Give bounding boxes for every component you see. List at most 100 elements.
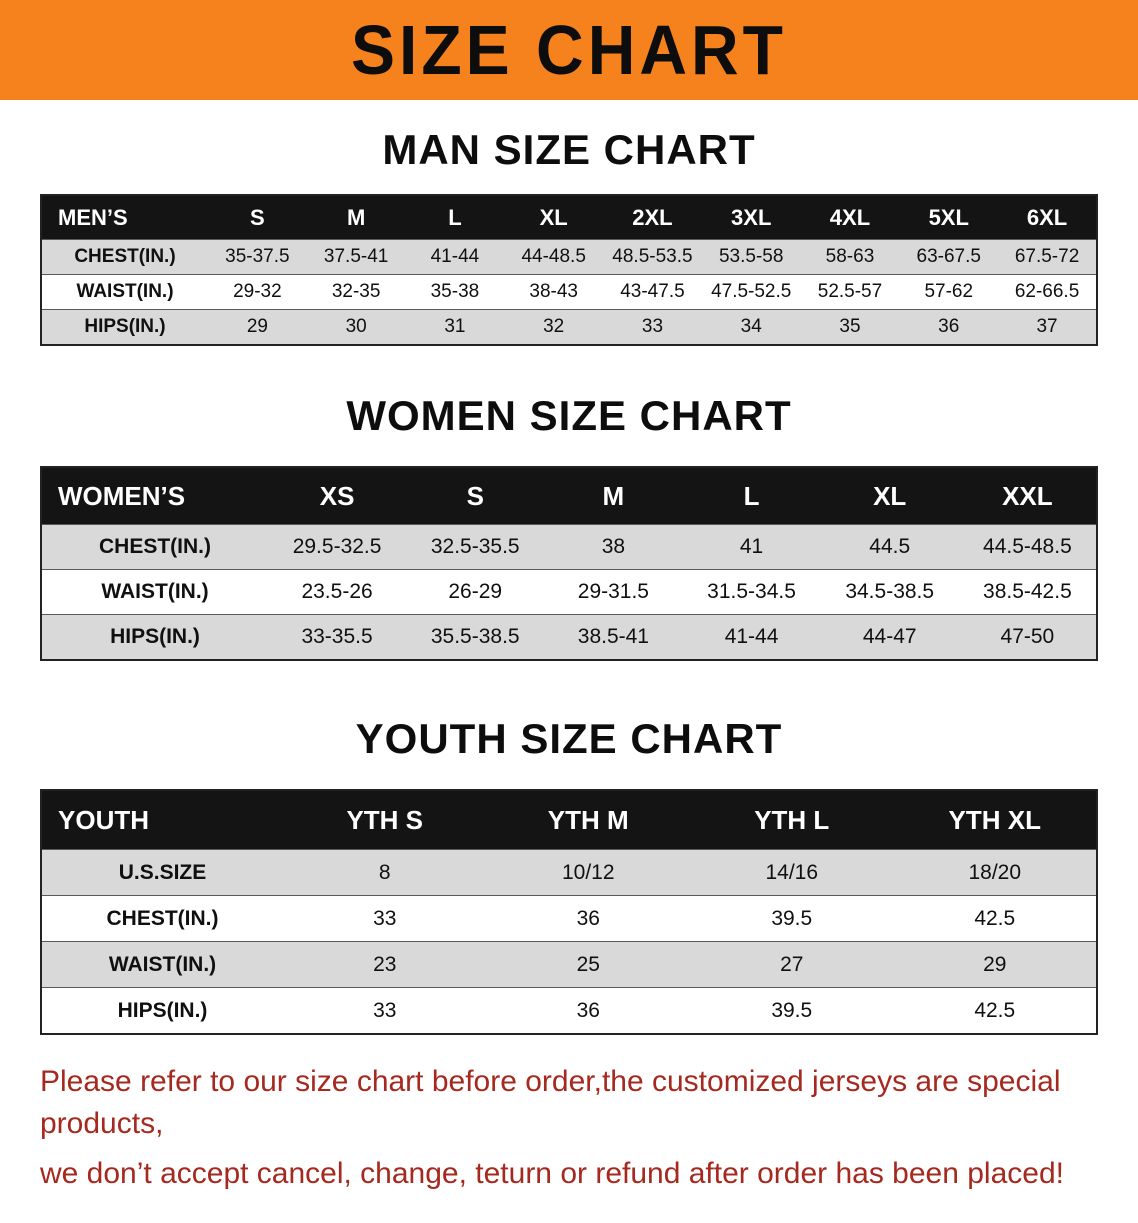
table-title-cell: MEN’S bbox=[41, 195, 208, 240]
size-header-cell: YTH XL bbox=[893, 790, 1097, 850]
table-row: HIPS(IN.) 33-35.5 35.5-38.5 38.5-41 41-44 44-… bbox=[41, 614, 1097, 660]
size-header-cell: S bbox=[208, 195, 307, 240]
row-label-cell: CHEST(IN.) bbox=[41, 524, 268, 570]
value-cell: 32 bbox=[504, 309, 604, 345]
size-header-cell: YTH S bbox=[283, 790, 487, 850]
value-cell: 29.5-32.5 bbox=[268, 524, 407, 570]
header-row: MEN’S S M L XL 2XL 3XL 4XL 5XL 6XL bbox=[41, 195, 1097, 240]
value-cell: 37 bbox=[998, 309, 1097, 345]
value-cell: 32-35 bbox=[306, 274, 406, 310]
men-section: MAN SIZE CHART MEN’S S M L XL 2XL 3XL 4XL 5XL 6XL… bbox=[0, 126, 1138, 346]
size-header-cell: L bbox=[682, 467, 821, 525]
value-cell: 39.5 bbox=[690, 895, 894, 942]
value-cell: 44.5-48.5 bbox=[958, 524, 1097, 570]
value-cell: 38 bbox=[544, 524, 683, 570]
value-cell: 29 bbox=[893, 941, 1097, 988]
size-header-cell: YTH M bbox=[486, 790, 690, 850]
value-cell: 8 bbox=[283, 849, 487, 896]
value-cell: 31.5-34.5 bbox=[682, 569, 821, 615]
size-header-cell: M bbox=[544, 467, 683, 525]
value-cell: 35-38 bbox=[405, 274, 505, 310]
size-header-cell: 2XL bbox=[603, 195, 702, 240]
youth-heading: YOUTH SIZE CHART bbox=[355, 715, 783, 762]
table-row: WAIST(IN.) 29-32 32-35 35-38 38-43 43-47.5 47.… bbox=[41, 274, 1097, 310]
size-header-cell: YTH L bbox=[690, 790, 894, 850]
women-size-table: WOMEN’S XS S M L XL XXL CHEST(IN.) 29.5-32.5 32.5… bbox=[40, 466, 1098, 661]
value-cell: 44-47 bbox=[820, 614, 959, 660]
value-cell: 26-29 bbox=[406, 569, 545, 615]
disclaimer-line-1: Please refer to our size chart before or… bbox=[40, 1065, 1061, 1140]
size-header-cell: L bbox=[405, 195, 505, 240]
row-label-cell: HIPS(IN.) bbox=[41, 987, 283, 1034]
women-heading: WOMEN SIZE CHART bbox=[346, 392, 792, 439]
value-cell: 44.5 bbox=[820, 524, 959, 570]
table-row: CHEST(IN.) 35-37.5 37.5-41 41-44 44-48.5 48.5… bbox=[41, 239, 1097, 275]
value-cell: 34 bbox=[701, 309, 801, 345]
value-cell: 18/20 bbox=[893, 849, 1097, 896]
row-label-cell: CHEST(IN.) bbox=[41, 239, 208, 275]
value-cell: 30 bbox=[306, 309, 406, 345]
value-cell: 29-32 bbox=[208, 274, 307, 310]
value-cell: 33-35.5 bbox=[268, 614, 407, 660]
size-header-cell: M bbox=[306, 195, 406, 240]
youth-section: YOUTH SIZE CHART YOUTH YTH S YTH M YTH L YTH… bbox=[0, 715, 1138, 1035]
value-cell: 25 bbox=[486, 941, 690, 988]
banner: SIZE CHART bbox=[0, 0, 1138, 100]
value-cell: 33 bbox=[603, 309, 702, 345]
size-header-cell: XL bbox=[820, 467, 959, 525]
table-row: WAIST(IN.) 23.5-26 26-29 29-31.5 31.5-34.5 34… bbox=[41, 569, 1097, 615]
value-cell: 58-63 bbox=[800, 239, 900, 275]
table-row: HIPS(IN.) 29 30 31 32 33 34 35 36 37 bbox=[41, 309, 1097, 345]
table-title-cell: YOUTH bbox=[41, 790, 283, 850]
size-header-cell: 5XL bbox=[899, 195, 999, 240]
value-cell: 41 bbox=[682, 524, 821, 570]
value-cell: 41-44 bbox=[405, 239, 505, 275]
value-cell: 52.5-57 bbox=[800, 274, 900, 310]
value-cell: 35.5-38.5 bbox=[406, 614, 545, 660]
men-heading: MAN SIZE CHART bbox=[382, 126, 756, 173]
size-header-cell: 3XL bbox=[701, 195, 801, 240]
row-label-cell: WAIST(IN.) bbox=[41, 569, 268, 615]
size-header-cell: 4XL bbox=[800, 195, 900, 240]
value-cell: 29 bbox=[208, 309, 307, 345]
header-row: WOMEN’S XS S M L XL XXL bbox=[41, 467, 1097, 525]
row-label-cell: WAIST(IN.) bbox=[41, 274, 208, 310]
size-header-cell: 6XL bbox=[998, 195, 1097, 240]
value-cell: 36 bbox=[899, 309, 999, 345]
value-cell: 10/12 bbox=[486, 849, 690, 896]
table-row: HIPS(IN.) 33 36 39.5 42.5 bbox=[41, 987, 1097, 1034]
value-cell: 23.5-26 bbox=[268, 569, 407, 615]
value-cell: 57-62 bbox=[899, 274, 999, 310]
value-cell: 27 bbox=[690, 941, 894, 988]
value-cell: 36 bbox=[486, 895, 690, 942]
value-cell: 23 bbox=[283, 941, 487, 988]
value-cell: 35 bbox=[800, 309, 900, 345]
value-cell: 63-67.5 bbox=[899, 239, 999, 275]
value-cell: 38-43 bbox=[504, 274, 604, 310]
youth-size-table: YOUTH YTH S YTH M YTH L YTH XL U.S.SIZE 8 10/12… bbox=[40, 789, 1098, 1035]
value-cell: 48.5-53.5 bbox=[603, 239, 702, 275]
row-label-cell: WAIST(IN.) bbox=[41, 941, 283, 988]
value-cell: 53.5-58 bbox=[701, 239, 801, 275]
value-cell: 67.5-72 bbox=[998, 239, 1097, 275]
value-cell: 47-50 bbox=[958, 614, 1097, 660]
value-cell: 14/16 bbox=[690, 849, 894, 896]
table-title-cell: WOMEN’S bbox=[41, 467, 268, 525]
value-cell: 34.5-38.5 bbox=[820, 569, 959, 615]
value-cell: 42.5 bbox=[893, 895, 1097, 942]
value-cell: 38.5-41 bbox=[544, 614, 683, 660]
size-header-cell: XXL bbox=[958, 467, 1097, 525]
value-cell: 33 bbox=[283, 895, 487, 942]
women-section: WOMEN SIZE CHART WOMEN’S XS S M L XL XXL CHEST(… bbox=[0, 392, 1138, 661]
table-row: WAIST(IN.) 23 25 27 29 bbox=[41, 941, 1097, 988]
value-cell: 47.5-52.5 bbox=[701, 274, 801, 310]
value-cell: 29-31.5 bbox=[544, 569, 683, 615]
page-title: SIZE CHART bbox=[351, 11, 787, 89]
size-header-cell: XS bbox=[268, 467, 407, 525]
value-cell: 39.5 bbox=[690, 987, 894, 1034]
table-row: U.S.SIZE 8 10/12 14/16 18/20 bbox=[41, 849, 1097, 896]
disclaimer: Please refer to our size chart before or… bbox=[0, 1035, 1138, 1223]
table-row: CHEST(IN.) 33 36 39.5 42.5 bbox=[41, 895, 1097, 942]
size-header-cell: XL bbox=[504, 195, 604, 240]
value-cell: 35-37.5 bbox=[208, 239, 307, 275]
